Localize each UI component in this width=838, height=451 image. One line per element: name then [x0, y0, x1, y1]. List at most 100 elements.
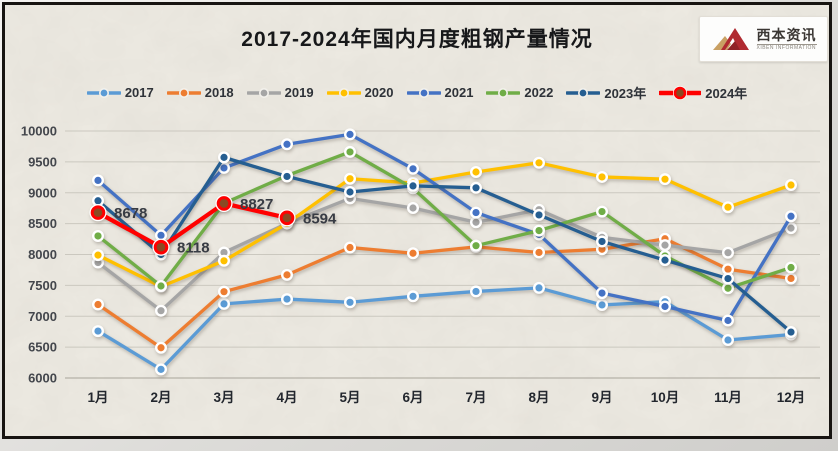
data-point: [153, 239, 169, 255]
data-point: [217, 151, 230, 164]
series-line: [96, 155, 793, 334]
data-point: [91, 229, 104, 242]
data-point-label: 8594: [303, 210, 337, 227]
logo-text: 西本资讯 XIBEN INFORMATION: [756, 28, 817, 51]
legend-item-2021: 2021: [406, 84, 473, 102]
x-axis-tick-label: 8月: [528, 390, 549, 405]
legend-label: 2024年: [705, 86, 748, 101]
y-axis-tick-label: 6500: [28, 340, 57, 355]
y-axis-tick-label: 9000: [28, 185, 57, 200]
data-point: [722, 272, 735, 285]
data-point: [659, 254, 672, 267]
data-point: [533, 208, 546, 221]
series-2023年: [91, 151, 798, 339]
legend-item-2023年: 2023年: [566, 83, 646, 102]
legend-marker-icon: [406, 87, 441, 98]
series-2017: [91, 281, 798, 376]
data-point: [785, 326, 798, 339]
chart-title: 2017-2024年国内月度粗钢产量情况: [241, 28, 593, 51]
y-axis-tick-label: 8000: [28, 247, 57, 262]
data-point: [344, 296, 357, 309]
x-axis-tick-label: 1月: [87, 390, 108, 405]
legend-marker-icon: [566, 87, 601, 98]
data-point: [154, 363, 167, 376]
data-point: [91, 298, 104, 311]
data-point: [596, 170, 609, 183]
data-point: [407, 202, 420, 215]
data-point: [407, 247, 420, 260]
data-point-label: 8678: [114, 205, 147, 222]
y-axis-tick-label: 9500: [28, 154, 57, 169]
data-point: [154, 304, 167, 317]
mountain-logo-icon: [712, 28, 749, 50]
series-line: [96, 132, 793, 323]
chart-frame: 10000 9500 9000 8500 8000 7500 7000 6500 6000 1月 2…: [2, 2, 832, 439]
legend-label: 2018: [204, 85, 234, 100]
legend-marker-icon: [659, 85, 702, 100]
data-point: [785, 222, 798, 235]
data-point: [407, 290, 420, 303]
series-2020: [91, 156, 798, 293]
data-point: [217, 285, 230, 298]
legend-marker-icon: [326, 87, 361, 98]
legend-label: 2017: [124, 85, 154, 100]
data-point: [281, 293, 294, 306]
data-point: [470, 285, 483, 298]
x-axis-tick-label: 11月: [714, 390, 742, 405]
legend-item-2018: 2018: [166, 84, 234, 102]
x-axis-tick-label: 3月: [213, 390, 234, 405]
data-point: [281, 268, 294, 281]
legend-item-2020: 2020: [326, 84, 394, 102]
legend-label: 2020: [364, 85, 394, 100]
data-point: [216, 196, 232, 211]
legend-marker-icon: [246, 87, 281, 98]
data-point: [785, 210, 798, 223]
data-point: [596, 205, 609, 218]
series-line: [95, 201, 290, 250]
data-point: [344, 128, 357, 141]
data-point: [344, 186, 357, 199]
x-axis-tick-label: 7月: [465, 390, 486, 405]
data-point: [722, 334, 735, 347]
data-point: [154, 279, 167, 292]
data-point: [722, 201, 735, 214]
data-point: [217, 254, 230, 267]
data-point: [659, 300, 672, 313]
legend-label: 2023年: [604, 86, 647, 101]
chart-legend: 2017 2018 2019 2020 2021 2022 2023年 2024年: [5, 83, 829, 102]
data-point: [533, 224, 546, 237]
y-axis-tick-label: 8500: [28, 216, 57, 231]
series-2024年: 8678 8118 8827 8594: [89, 194, 337, 257]
legend-item-2024年: 2024年: [659, 83, 747, 102]
data-point: [596, 235, 609, 248]
line-chart: 10000 9500 9000 8500 8000 7500 7000 6500 6000 1月 2…: [21, 124, 820, 405]
data-point: [344, 172, 357, 185]
data-point: [281, 170, 294, 183]
data-point: [407, 162, 420, 175]
legend-marker-icon: [486, 87, 521, 98]
x-axis-tick-label: 5月: [339, 390, 360, 405]
data-point: [533, 281, 546, 294]
x-axis-tick-label: 9月: [591, 390, 612, 405]
x-axis-tick-label: 12月: [777, 390, 806, 405]
y-axis-tick-label: 10000: [21, 124, 57, 139]
data-point: [91, 325, 104, 338]
data-point: [279, 210, 295, 226]
data-point: [470, 206, 483, 219]
legend-label: 2022: [524, 85, 554, 100]
data-point: [91, 174, 104, 187]
data-point: [91, 249, 104, 262]
data-point: [407, 179, 420, 192]
data-point: [596, 287, 609, 300]
data-point: [217, 297, 230, 310]
legend-item-2017: 2017: [86, 84, 154, 102]
data-point: [470, 166, 483, 179]
data-point: [344, 241, 357, 254]
series-line: [96, 237, 793, 350]
data-point: [596, 298, 609, 311]
legend-marker-icon: [86, 87, 121, 98]
data-point: [659, 173, 672, 186]
legend-marker-icon: [166, 87, 201, 98]
brand-logo: 西本资讯 XIBEN INFORMATION: [699, 16, 828, 62]
